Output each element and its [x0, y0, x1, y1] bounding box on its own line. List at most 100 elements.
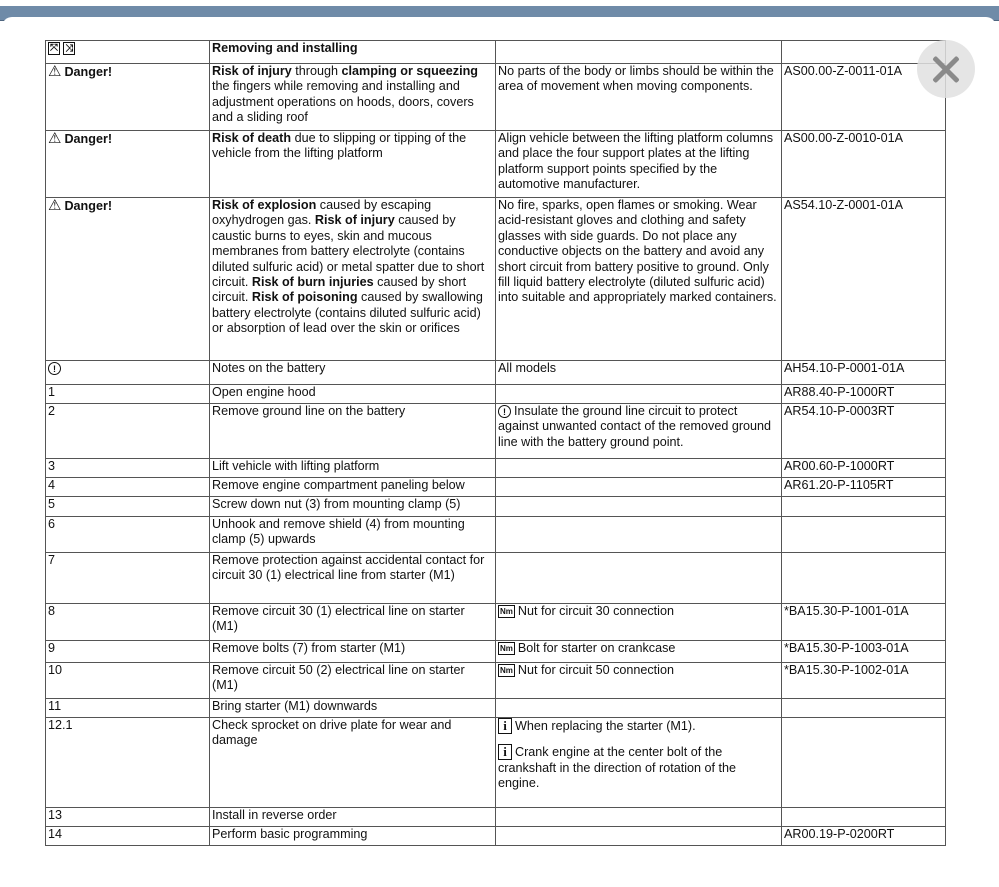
step-cell: 10 [45, 662, 210, 699]
note-text: All models [498, 361, 557, 376]
warning-triangle-icon: ⚠ [48, 197, 62, 214]
table-row: ⚠ Danger! Risk of injury through clamping … [45, 63, 946, 131]
description-text: Remove engine compartment paneling below [212, 478, 465, 493]
step-number: 8 [48, 604, 56, 619]
description-text: caused by swallowing battery electrolyte… [212, 290, 483, 336]
expand-icon[interactable]: ⤧ [48, 42, 60, 55]
step-number: 2 [48, 404, 56, 419]
reference-cell [781, 698, 946, 718]
description-cell: Risk of injury through clamping or squee… [209, 63, 496, 131]
step-number: 10 [48, 663, 63, 678]
description-text: Install in reverse order [212, 808, 337, 823]
reference-cell[interactable]: *BA15.30-P-1001-01A [781, 603, 946, 641]
reference-cell[interactable]: AS00.00-Z-0010-01A [781, 130, 946, 198]
note-text: Nut for circuit 30 connection [517, 604, 674, 619]
table-row: ⚠ Danger! Risk of explosion caused by esca… [45, 197, 946, 361]
description-cell: Remove engine compartment paneling below [209, 477, 496, 497]
reference-cell[interactable]: *BA15.30-P-1002-01A [781, 662, 946, 699]
notes-cell: Nm Nut for circuit 30 connection [495, 603, 782, 641]
description-text: Bring starter (M1) downwards [212, 699, 378, 714]
step-number: 1 [48, 385, 56, 400]
table-row: 5 Screw down nut (3) from mounting clamp … [45, 496, 946, 517]
notes-cell [495, 458, 782, 478]
note-text: Crank engine at the center bolt of the c… [498, 745, 737, 791]
table-row: 6 Unhook and remove shield (4) from mount… [45, 516, 946, 553]
step-number: 7 [48, 553, 56, 568]
reference-cell[interactable]: AS54.10-Z-0001-01A [781, 197, 946, 361]
reference-cell[interactable]: AR00.19-P-0200RT [781, 826, 946, 846]
header-empty-cell [495, 40, 782, 64]
description-text: Remove circuit 30 (1) electrical line on… [212, 604, 465, 634]
step-cell: 13 [45, 807, 210, 827]
reference-cell[interactable]: AR54.10-P-0003RT [781, 403, 946, 459]
step-cell: 12.1 [45, 717, 210, 808]
reference-cell[interactable]: AR61.20-P-1105RT [781, 477, 946, 497]
notes-cell [495, 496, 782, 517]
note-text: Insulate the ground line circuit to prot… [498, 404, 772, 449]
note-text: Bolt for starter on crankcase [517, 641, 676, 656]
note-icon: ! [498, 405, 511, 418]
description-cell: Remove protection against accidental con… [209, 552, 496, 604]
description-cell: Lift vehicle with lifting platform [209, 458, 496, 478]
description-text: Remove bolts (7) from starter (M1) [212, 641, 406, 656]
reference-cell [781, 496, 946, 517]
table-row: 9 Remove bolts (7) from starter (M1) Nm Bol… [45, 640, 946, 663]
description-cell: Bring starter (M1) downwards [209, 698, 496, 718]
reference-cell[interactable]: AR88.40-P-1000RT [781, 384, 946, 404]
step-cell: 3 [45, 458, 210, 478]
table-row: 10 Remove circuit 50 (2) electrical line … [45, 662, 946, 699]
notes-cell [495, 384, 782, 404]
description-cell: Notes on the battery [209, 360, 496, 385]
step-cell: 8 [45, 603, 210, 641]
description-text: Open engine hood [212, 385, 316, 400]
notes-cell [495, 477, 782, 497]
notes-cell [495, 698, 782, 718]
description-cell: Install in reverse order [209, 807, 496, 827]
emphasis-text: Risk of poisoning [251, 290, 358, 305]
step-cell: ! [45, 360, 210, 385]
table-row: 2 Remove ground line on the battery! Insul… [45, 403, 946, 459]
reference-cell [781, 552, 946, 604]
step-cell: 11 [45, 698, 210, 718]
warning-triangle-icon: ⚠ [48, 130, 62, 147]
table-row: 7 Remove protection against accidental co… [45, 552, 946, 604]
notes-cell [495, 516, 782, 553]
reference-cell[interactable]: AR00.60-P-1000RT [781, 458, 946, 478]
table-row: 13 Install in reverse order [45, 807, 946, 827]
notes-cell [495, 807, 782, 827]
description-text: Perform basic programming [212, 827, 368, 842]
reference-cell [781, 717, 946, 808]
description-cell: Remove ground line on the battery [209, 403, 496, 459]
description-cell: Remove circuit 50 (2) electrical line on… [209, 662, 496, 699]
description-text: the fingers while removing and installin… [212, 79, 474, 125]
emphasis-text: Risk of injury [314, 213, 395, 228]
reference-cell[interactable]: AH54.10-P-0001-01A [781, 360, 946, 385]
step-number: 5 [48, 497, 56, 512]
table-header-row: ⤧ ⤨ Removing and installing [45, 40, 946, 64]
step-cell: 2 [45, 403, 210, 459]
description-text: Remove ground line on the battery [212, 404, 406, 419]
note-text: Align vehicle between the lifting platfo… [498, 131, 774, 192]
table-row: 12.1 Check sprocket on drive plate for we… [45, 717, 946, 808]
notes-cell [495, 826, 782, 846]
torque-nm-icon: Nm [498, 664, 515, 677]
table-row: 8 Remove circuit 30 (1) electrical line o… [45, 603, 946, 641]
description-text: caused by short circuit. [212, 275, 467, 305]
reference-cell[interactable]: *BA15.30-P-1003-01A [781, 640, 946, 663]
table-row: 1 Open engine hood AR88.40-P-1000RT [45, 384, 946, 404]
table-row: 4 Remove engine compartment paneling belo… [45, 477, 946, 497]
notes-cell: Nm Bolt for starter on crankcase [495, 640, 782, 663]
info-icon: i [498, 744, 512, 761]
collapse-icon[interactable]: ⤨ [63, 42, 75, 55]
step-number: 13 [48, 808, 63, 823]
notes-cell: i When replacing the starter (M1). i Crank … [495, 717, 782, 808]
description-cell: Risk of death due to slipping or tipping… [209, 130, 496, 198]
description-text: through [291, 64, 342, 79]
step-number: 14 [48, 827, 63, 842]
step-number: 12.1 [48, 718, 73, 733]
close-icon[interactable] [917, 40, 975, 98]
emphasis-text: Risk of explosion [212, 198, 317, 213]
note-text: When replacing the starter (M1). [515, 719, 696, 733]
step-cell: ⚠ Danger! [45, 63, 210, 131]
note-text: Nut for circuit 50 connection [517, 663, 674, 678]
